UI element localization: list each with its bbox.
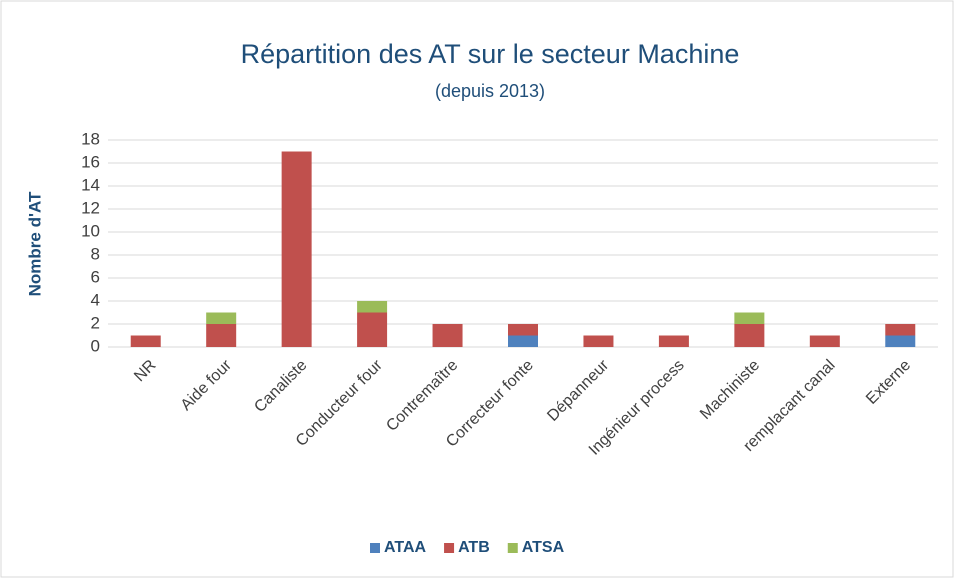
- y-tick-label: 2: [91, 313, 100, 332]
- bar-segment: [583, 335, 614, 347]
- chart-subtitle: (depuis 2013): [435, 81, 545, 101]
- legend-label: ATAA: [384, 539, 427, 556]
- y-tick-label: 14: [81, 175, 100, 194]
- legend-label: ATB: [458, 539, 490, 556]
- y-tick-label: 18: [81, 129, 100, 148]
- bar-segment: [130, 335, 161, 347]
- bar-segment: [508, 335, 538, 347]
- bar-segment: [206, 324, 237, 347]
- bar-segment: [885, 324, 916, 336]
- y-tick-label: 16: [81, 152, 100, 171]
- legend-swatch: [370, 543, 380, 553]
- y-tick-label: 8: [91, 244, 100, 263]
- legend-swatch: [444, 543, 455, 553]
- bar-segment: [658, 335, 689, 347]
- legend-swatch: [507, 543, 518, 553]
- y-tick-label: 4: [91, 290, 100, 309]
- bar-segment: [281, 151, 312, 347]
- bar-segment: [885, 335, 916, 347]
- bar-segment: [357, 312, 388, 347]
- bar-segment: [809, 335, 840, 347]
- y-tick-label: 12: [81, 198, 100, 217]
- bar-segment: [206, 312, 237, 324]
- y-tick-label: 0: [91, 336, 100, 355]
- chart-title: Répartition des AT sur le secteur Machin…: [241, 39, 740, 69]
- y-tick-label: 6: [91, 267, 100, 286]
- bar-segment: [508, 324, 538, 336]
- bar-segment: [432, 324, 463, 347]
- y-axis-label: Nombre d'AT: [25, 191, 44, 296]
- bar-segment: [734, 312, 765, 324]
- y-tick-label: 10: [81, 221, 100, 240]
- legend-label: ATSA: [522, 539, 565, 556]
- bar-segment: [734, 324, 765, 347]
- bar-segment: [357, 301, 388, 313]
